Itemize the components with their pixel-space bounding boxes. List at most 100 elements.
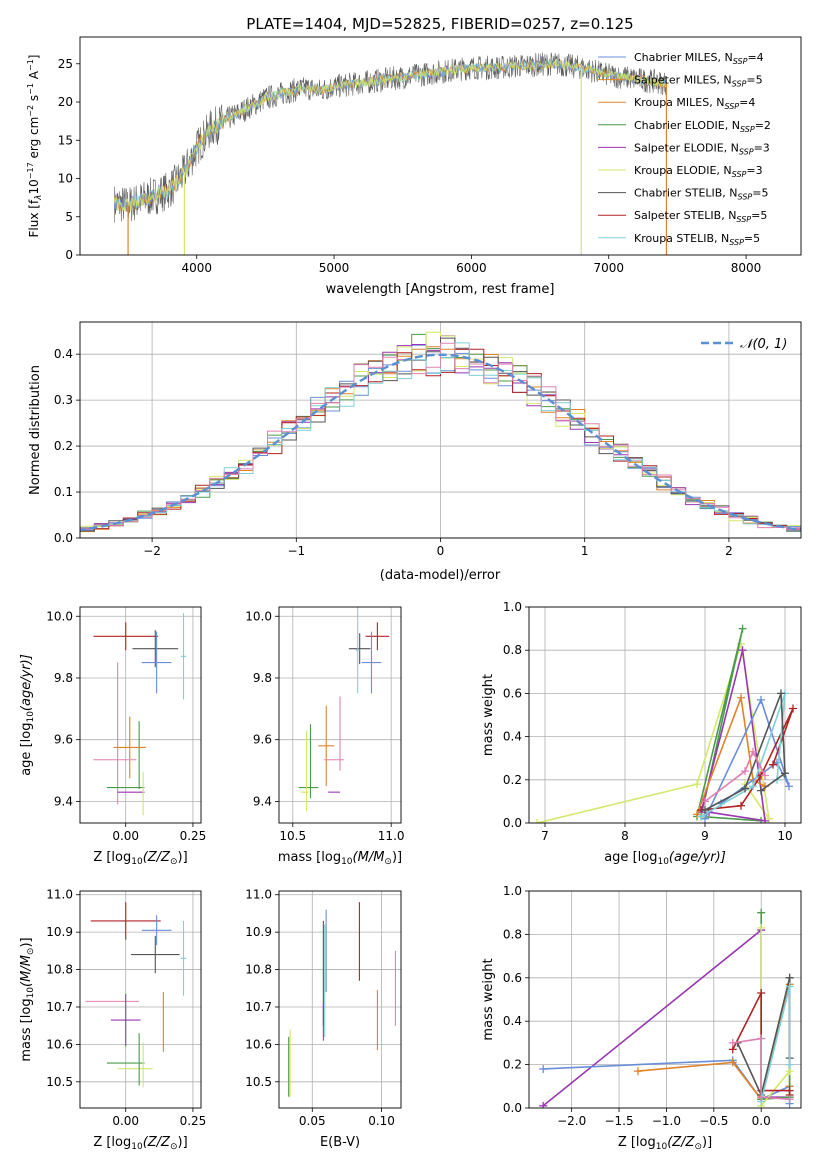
- x-tick-label: 10: [777, 829, 792, 843]
- spectrum-model-line: [114, 52, 667, 223]
- weight-marker: [728, 1058, 737, 1067]
- y-tick-label: 10.0: [46, 609, 73, 623]
- y-tick-label: 0.6: [503, 686, 522, 700]
- figure-title: PLATE=1404, MJD=52825, FIBERID=0257, z=0…: [246, 15, 633, 33]
- weight-line: [536, 643, 770, 823]
- errorbar-point: [132, 630, 179, 668]
- x-tick-label: 9: [701, 829, 709, 843]
- errorbar-point: [365, 622, 390, 651]
- weight-marker: [728, 1038, 737, 1047]
- weight-vs-age-panel: 7 8 9 10 0.0 0.2 0.4 0.6 0.8 1.0 age [log10(age/yr…: [481, 600, 802, 867]
- x-axis-label: age [log10(age/yr)]: [604, 850, 726, 867]
- errorbar-point: [180, 920, 187, 996]
- x-tick-label: 2: [725, 544, 733, 558]
- y-tick-label: 0.2: [503, 1058, 522, 1072]
- errorbar-point: [113, 716, 146, 779]
- x-tick-label: −1: [287, 544, 305, 558]
- errorbar-point: [90, 902, 161, 940]
- weight-line: [696, 628, 762, 822]
- y-tick-label: 1.0: [503, 884, 522, 898]
- legend-entry: Kroupa STELIB, NSSP=5: [634, 232, 760, 247]
- y-tick-label: 11.0: [46, 888, 73, 902]
- x-tick-label: 0.00: [112, 1114, 139, 1128]
- x-tick-label: 8000: [731, 261, 762, 275]
- y-tick-label: 0.6: [503, 971, 522, 985]
- y-tick-label: 9.6: [253, 733, 272, 747]
- y-tick-label: 9.4: [54, 794, 73, 808]
- weight-series: [539, 908, 794, 1108]
- legend-entry: Salpeter MILES, NSSP=5: [634, 74, 763, 89]
- x-axis-label: (data-model)/error: [380, 568, 501, 583]
- x-tick-label: 7000: [593, 261, 624, 275]
- legend-entry: Salpeter STELIB, NSSP=5: [634, 209, 767, 224]
- weight-marker: [757, 908, 766, 917]
- weight-line: [700, 693, 786, 818]
- y-axis-label: mass weight: [481, 958, 496, 1040]
- y-tick-label: 0.4: [503, 730, 522, 744]
- errorbar-point: [141, 915, 172, 946]
- x-tick-label: 4000: [181, 261, 212, 275]
- legend-entry: Chabrier STELIB, NSSP=5: [634, 187, 768, 202]
- residual-histogram-panel: −2 −1 0 1 2 0.0 0.1 0.2 0.3 0.4 𝒩(0, 1) (data-model…: [28, 321, 802, 583]
- x-tick-label: 8: [621, 829, 629, 843]
- weight-marker: [633, 1067, 642, 1076]
- errorbar-point: [141, 631, 172, 694]
- weight-marker: [781, 769, 789, 778]
- y-tick-label: 5: [65, 210, 73, 224]
- errorbar-point: [348, 633, 371, 665]
- y-tick-label: 0.1: [54, 485, 73, 499]
- axes-frame: [79, 36, 802, 256]
- axes-frame: [79, 890, 202, 1109]
- x-tick-label: 0.25: [180, 1114, 207, 1128]
- weight-marker: [533, 819, 541, 823]
- y-tick-label: 20: [58, 95, 73, 109]
- x-tick-label: −1.0: [652, 1114, 681, 1128]
- weight-line: [700, 650, 766, 822]
- weight-marker: [757, 1034, 766, 1043]
- y-tick-label: 10.0: [245, 609, 272, 623]
- spectrum-panel: 4000 5000 6000 7000 8000 0 5 10 15 20 25 Chabrier M…: [26, 36, 802, 297]
- x-axis-label: E(B-V): [320, 1135, 360, 1150]
- errorbar-points: [93, 613, 187, 816]
- weight-marker: [539, 1101, 548, 1108]
- y-tick-label: 0.2: [54, 439, 73, 453]
- weight-marker: [785, 973, 794, 982]
- x-axis-label: Z [log10(Z/Z⊙)]: [618, 1135, 712, 1152]
- x-tick-label: 0.05: [299, 1114, 326, 1128]
- weight-marker: [785, 982, 794, 991]
- weight-line: [696, 694, 766, 815]
- axes-frame: [278, 890, 402, 1109]
- weight-marker: [701, 806, 709, 815]
- x-tick-label: 6000: [456, 261, 487, 275]
- axes-frame: [528, 606, 802, 824]
- y-tick-label: 10.6: [46, 1037, 73, 1051]
- weight-marker: [785, 1095, 794, 1104]
- errorbar-point: [110, 993, 141, 1047]
- x-tick-label: −2.0: [557, 1114, 586, 1128]
- legend-entry: 𝒩(0, 1): [740, 337, 787, 352]
- x-tick-label: 0: [437, 544, 445, 558]
- weight-marker: [769, 760, 777, 769]
- y-axis-label: Normed distribution: [28, 365, 43, 495]
- errorbar-point: [318, 705, 335, 786]
- y-tick-label: 10.8: [245, 963, 272, 977]
- weight-marker: [757, 923, 766, 932]
- y-tick-label: 0.8: [503, 927, 522, 941]
- y-axis-label: Flux [fλ10−17 erg cm−2 s−1 A−1]: [26, 55, 44, 238]
- errorbar-points: [298, 607, 390, 811]
- weight-marker: [757, 988, 766, 997]
- weight-marker: [757, 1093, 766, 1102]
- weight-marker: [738, 646, 747, 655]
- weight-marker: [737, 693, 745, 702]
- x-tick-label: 0.25: [180, 829, 207, 843]
- weight-marker: [757, 695, 765, 704]
- y-tick-label: 9.8: [253, 671, 272, 685]
- mass-vs-z-panel: 0.00 0.25 10.5 10.6 10.7 10.8 10.9 11.0 Z [log10…: [19, 888, 206, 1152]
- spectrum-model-line: [113, 58, 667, 213]
- y-tick-label: 10: [58, 172, 73, 186]
- axes-frame: [79, 606, 202, 824]
- errorbar-points: [288, 902, 397, 1097]
- spectrum-model-line: [113, 59, 667, 212]
- weight-marker: [693, 780, 701, 789]
